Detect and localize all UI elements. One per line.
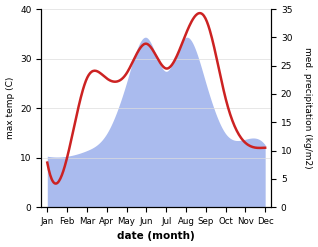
X-axis label: date (month): date (month) — [117, 231, 195, 242]
Y-axis label: med. precipitation (kg/m2): med. precipitation (kg/m2) — [303, 47, 313, 169]
Y-axis label: max temp (C): max temp (C) — [5, 77, 15, 139]
